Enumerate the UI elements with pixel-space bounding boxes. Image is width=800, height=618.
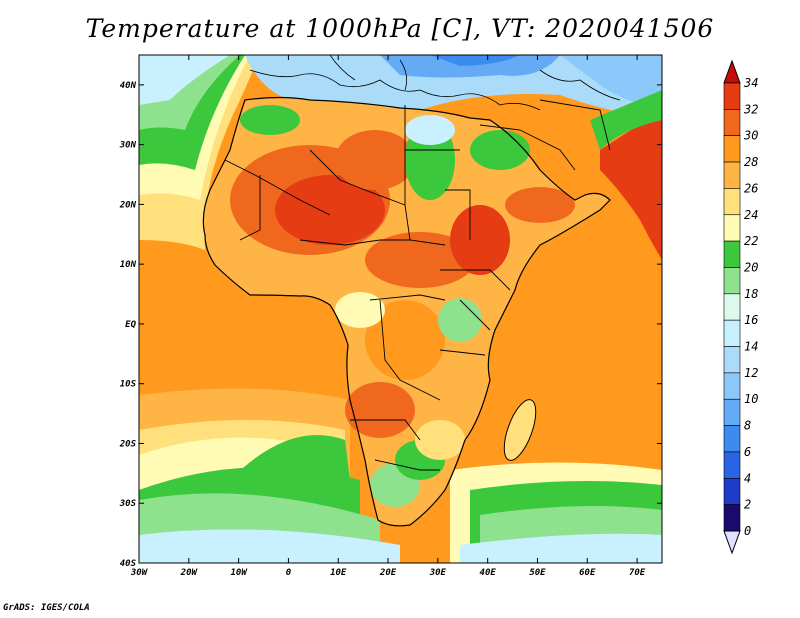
colorbar-level [723, 267, 741, 295]
map-plot-area [139, 55, 662, 563]
colorbar-level [723, 188, 741, 216]
colorbar-level [723, 346, 741, 374]
colorbar-tick-label: 18 [744, 287, 758, 301]
india-hot-zone [600, 110, 662, 260]
y-tick-label: 10N [120, 260, 137, 270]
country-borders [224, 99, 611, 471]
colorbar-tick-label: 30 [743, 129, 758, 143]
ocean-band-south-cyan [139, 529, 400, 563]
colorbar-tick-label: 12 [744, 366, 758, 380]
colorbar-level [723, 240, 741, 268]
colorbar-tick-label: 10 [744, 392, 758, 406]
y-tick-label: 40S [120, 559, 137, 569]
pakistan-zone [590, 90, 662, 150]
colorbar-tick-label: 26 [744, 181, 758, 195]
map-frame [138, 54, 663, 564]
colorbar-tick-label: 32 [743, 102, 758, 116]
x-tick-label: 10W [230, 568, 248, 578]
colorbar-tick-label: 22 [744, 234, 758, 248]
colorbar-tick-label: 14 [744, 340, 758, 354]
africa-coastline [202, 96, 611, 527]
angola-hot-zone [345, 382, 415, 438]
x-tick-label: 30W [130, 568, 149, 578]
colorbar-level [723, 372, 741, 400]
colorbar-tick-label: 24 [744, 208, 758, 222]
colorbar-level [723, 425, 741, 453]
y-tick-label: 40N [120, 81, 137, 91]
colorbar-level [723, 451, 741, 479]
colorbar-level [723, 293, 741, 321]
x-tick-label: 10E [330, 568, 347, 578]
colorbar-level [723, 398, 741, 426]
colorbar-tick-label: 6 [744, 445, 751, 459]
x-tick-label: 0 [286, 568, 292, 578]
colorbar-level [723, 82, 741, 110]
libya-hot-zone [335, 130, 415, 190]
sahara-hottest-zone [275, 175, 385, 245]
nile-delta-cool-zone [405, 115, 455, 145]
x-tick-label: 20E [379, 568, 397, 578]
colorbar-tick-label: 34 [743, 76, 758, 90]
x-tick-label: 50E [529, 568, 546, 578]
y-tick-label: EQ [125, 320, 136, 330]
colorbar-level [723, 109, 741, 137]
sudan-hot-zone [365, 232, 475, 288]
europe-coastlines [249, 55, 621, 111]
y-axis-ticks: 40N 30N 20N 10N EQ 10S 20S 30S 40S [119, 81, 662, 569]
colorbar-level [723, 161, 741, 189]
levant-cool-zone [470, 130, 530, 170]
europe-colder-region [430, 55, 520, 66]
x-axis-ticks: 30W 20W 10W 0 10E 20E 30E 40E 50E 60E 70E [130, 55, 646, 578]
lake-region-cool-zone [438, 298, 482, 342]
colorbar-tick-label: 20 [744, 260, 758, 274]
colorbar-tick-label: 28 [744, 155, 758, 169]
mozambique-zone [415, 420, 465, 460]
colorbar-tick-label: 16 [744, 313, 758, 327]
y-tick-label: 20S [119, 439, 137, 449]
colorbar-tick-label: 8 [744, 419, 751, 433]
colorbar-tick-label: 4 [744, 471, 751, 485]
colorbar-level [723, 135, 741, 163]
colorbar-level [723, 214, 741, 242]
y-tick-label: 20N [119, 200, 137, 210]
colorbar-tick-label: 0 [744, 524, 751, 538]
ocean-band-south-green-tongue [230, 435, 350, 480]
gabon-mild-zone [335, 292, 385, 328]
map-title: Temperature at 1000hPa [C], VT: 20200415… [85, 14, 715, 43]
y-tick-label: 30N [119, 141, 137, 151]
x-tick-label: 70E [629, 568, 646, 578]
asia-north-region [560, 55, 662, 110]
arabia-hot-zone [505, 187, 575, 223]
indian-band-cyan [460, 533, 662, 563]
x-tick-label: 40E [480, 568, 497, 578]
europe-cold-region [380, 55, 560, 78]
maghreb-cool-zone [240, 105, 300, 135]
y-tick-label: 30S [119, 499, 137, 509]
x-tick-label: 30E [429, 568, 447, 578]
madagascar [503, 399, 537, 461]
colorbar-level [723, 477, 741, 505]
ethiopia-hot-zone [450, 205, 510, 275]
y-tick-label: 10S [120, 380, 137, 390]
colorbar-tick-label: 2 [744, 498, 751, 512]
x-tick-label: 60E [579, 568, 596, 578]
colorbar-level [723, 319, 741, 347]
grads-credit: GrADS: IGES/COLA [3, 603, 90, 613]
colorbar-over-triangle [723, 59, 741, 84]
colorbar-level [723, 504, 741, 532]
colorbar-under-triangle [723, 530, 741, 555]
x-tick-label: 20W [180, 568, 199, 578]
north-atlantic-band5 [139, 55, 230, 105]
